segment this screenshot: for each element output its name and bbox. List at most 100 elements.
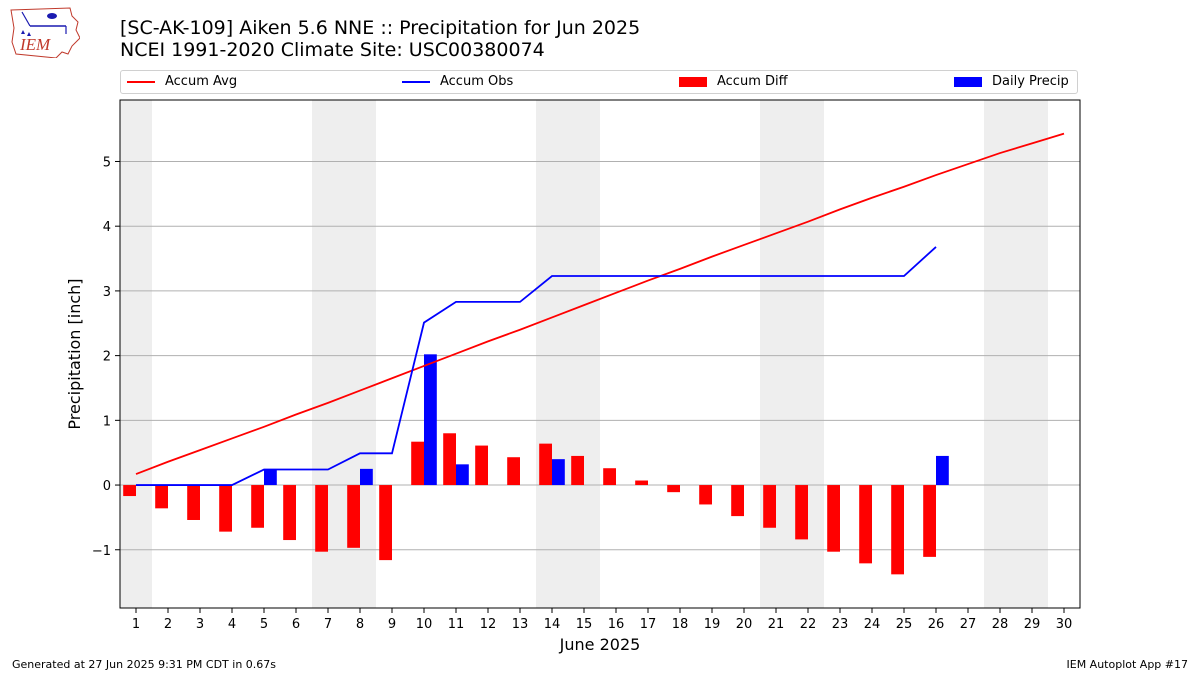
accum-diff-bar xyxy=(379,485,392,561)
weekend-band xyxy=(984,100,1016,608)
x-tick-label: 25 xyxy=(896,617,913,632)
x-tick-label: 7 xyxy=(324,617,332,632)
x-tick-label: 28 xyxy=(992,617,1009,632)
accum-diff-bar xyxy=(699,485,712,505)
weekend-band xyxy=(536,100,568,608)
x-tick-label: 29 xyxy=(1024,617,1041,632)
x-tick-label: 30 xyxy=(1056,617,1073,632)
x-tick-label: 11 xyxy=(448,617,465,632)
accum-obs-line xyxy=(136,246,937,486)
chart-title: [SC-AK-109] Aiken 5.6 NNE :: Precipitati… xyxy=(120,17,641,39)
accum-avg-line xyxy=(135,132,1065,475)
x-tick-label: 18 xyxy=(672,617,689,632)
generated-timestamp: Generated at 27 Jun 2025 9:31 PM CDT in … xyxy=(12,658,277,671)
x-tick-label: 4 xyxy=(228,617,236,632)
daily-precip-bar xyxy=(264,469,277,486)
accum-diff-bar xyxy=(507,457,520,486)
accum-diff-bar xyxy=(283,485,296,541)
accum-diff-bar xyxy=(187,485,200,520)
weekend-shading xyxy=(120,100,1048,608)
legend-label: Accum Diff xyxy=(717,74,788,89)
x-tick-label: 2 xyxy=(164,617,172,632)
x-tick-label: 21 xyxy=(768,617,785,632)
legend-item-accum-diff: Accum Diff xyxy=(679,74,788,90)
x-tick-label: 19 xyxy=(704,617,721,632)
x-tick-label: 1 xyxy=(132,617,140,632)
accum-diff-bar xyxy=(123,485,136,497)
legend-swatch xyxy=(127,81,155,83)
accum-diff-bar xyxy=(667,485,680,493)
accum-diff-bar xyxy=(635,480,648,486)
weekend-band xyxy=(120,100,152,608)
weekend-band xyxy=(568,100,600,608)
y-tick-label: 0 xyxy=(103,479,111,494)
x-tick-label: 14 xyxy=(544,617,561,632)
legend-swatch xyxy=(954,77,982,87)
legend-label: Accum Obs xyxy=(440,74,514,89)
weekend-band xyxy=(1016,100,1048,608)
accum-diff-bar xyxy=(219,485,232,532)
legend-swatch xyxy=(402,81,430,83)
legend-label: Accum Avg xyxy=(165,74,238,89)
x-tick-label: 24 xyxy=(864,617,881,632)
accum-diff-bar xyxy=(155,485,168,509)
x-tick-label: 8 xyxy=(356,617,364,632)
x-tick-label: 6 xyxy=(292,617,300,632)
y-tick-label: 2 xyxy=(103,350,111,365)
legend-item-daily-precip: Daily Precip xyxy=(954,74,1069,90)
accum-diff-bar xyxy=(571,455,584,486)
x-tick-label: 12 xyxy=(480,617,497,632)
x-tick-label: 5 xyxy=(260,617,268,632)
accum-diff-bar xyxy=(763,485,776,528)
x-tick-label: 20 xyxy=(736,617,753,632)
accum-diff-bar xyxy=(731,485,744,517)
logo-text: IEM xyxy=(19,35,51,54)
daily-precip-bar xyxy=(552,459,565,486)
legend-label: Daily Precip xyxy=(992,74,1069,89)
legend-swatch xyxy=(679,77,707,87)
daily-precip-bar xyxy=(360,468,373,486)
x-tick-label: 23 xyxy=(832,617,849,632)
x-tick-label: 27 xyxy=(960,617,977,632)
x-tick-label: 22 xyxy=(800,617,817,632)
y-tick-label: 3 xyxy=(103,285,111,300)
x-tick-label: 26 xyxy=(928,617,945,632)
legend: Accum Avg Accum Obs Accum Diff Daily Pre… xyxy=(120,70,1078,94)
y-tick-label: 4 xyxy=(103,220,111,235)
cloud-icon xyxy=(47,13,57,19)
accum-diff-bar xyxy=(251,485,264,528)
x-tick-label: 13 xyxy=(512,617,529,632)
line-series xyxy=(135,132,1065,486)
legend-item-accum-avg: Accum Avg xyxy=(127,74,237,90)
accum-diff-bar xyxy=(443,433,456,486)
daily-precip-bar xyxy=(424,354,437,486)
accum-diff-bar xyxy=(795,485,808,540)
accum-diff-bar xyxy=(315,485,328,552)
accum-diff-bar xyxy=(347,485,360,548)
x-tick-label: 16 xyxy=(608,617,625,632)
app-credit: IEM Autoplot App #17 xyxy=(1066,658,1189,671)
daily-precip-bar xyxy=(456,464,469,486)
state-outline xyxy=(10,7,80,58)
x-axis-label: June 2025 xyxy=(559,635,641,654)
x-tick-label: 15 xyxy=(576,617,593,632)
iem-logo: IEM xyxy=(10,7,80,58)
rain-drops-icon xyxy=(21,30,31,36)
bar-series xyxy=(123,354,949,575)
accum-diff-bar xyxy=(891,485,904,575)
x-tick-label: 10 xyxy=(416,617,433,632)
weekend-band xyxy=(760,100,792,608)
accum-diff-bar xyxy=(475,445,488,486)
accum-diff-bar xyxy=(859,485,872,564)
accum-diff-bar xyxy=(539,443,552,486)
wind-barb-icon xyxy=(21,11,31,27)
legend-item-accum-obs: Accum Obs xyxy=(402,74,513,90)
chart-subtitle: NCEI 1991-2020 Climate Site: USC00380074 xyxy=(120,39,545,61)
axes-ticks: 1 2 3 4 5 6 7 8 9 10 11 12 13 14 15 16 17 18 19 20 21 22 23 24 2… xyxy=(92,155,1072,632)
y-tick-label: 1 xyxy=(103,414,111,429)
y-tick-label: −1 xyxy=(92,544,111,559)
accum-diff-bar xyxy=(603,468,616,486)
x-tick-label: 9 xyxy=(388,617,396,632)
y-tick-label: 5 xyxy=(103,155,111,170)
